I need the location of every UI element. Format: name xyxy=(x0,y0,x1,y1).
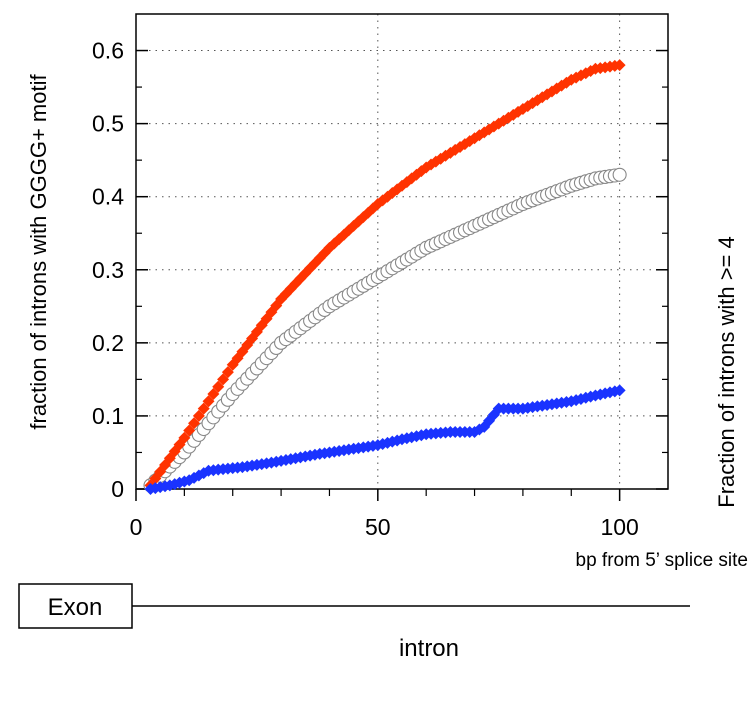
y-tick-label: 0.5 xyxy=(92,111,124,137)
y-axis-title: fraction of introns with GGGG+ motif xyxy=(26,74,51,430)
plot-frame xyxy=(135,13,669,490)
y-tick-labels: 0 0.1 0.2 0.3 0.4 0.5 0.6 xyxy=(92,38,124,502)
right-axis-title: Fraction of introns with >= 4 xyxy=(714,236,739,507)
data-point xyxy=(221,366,234,379)
data-point xyxy=(217,373,230,386)
y-tick-label: 0.6 xyxy=(92,38,124,64)
x-tick-label: 100 xyxy=(600,514,638,540)
series-2 xyxy=(144,384,626,495)
y-tick-label: 0.4 xyxy=(92,184,124,210)
data-point xyxy=(207,388,220,400)
series-1 xyxy=(143,167,627,493)
series-layer xyxy=(143,59,627,495)
exon-box xyxy=(18,583,133,629)
exon-label: Exon xyxy=(48,594,103,621)
data-point xyxy=(613,384,626,397)
data-point xyxy=(202,395,215,408)
y-tick-label: 0.3 xyxy=(92,257,124,283)
series-0 xyxy=(144,59,626,492)
data-point xyxy=(178,431,191,444)
y-tick-label: 0.1 xyxy=(92,403,124,429)
axis-ticks xyxy=(135,49,668,501)
x-axis-title: bp from 5’ splice site xyxy=(576,550,748,571)
x-tick-labels: 0 50 100 xyxy=(130,514,639,540)
y-tick-label: 0 xyxy=(111,476,124,502)
data-point xyxy=(613,59,626,72)
data-point xyxy=(612,167,627,182)
grid-lines xyxy=(136,14,668,489)
intron-label: intron xyxy=(399,635,459,662)
data-point xyxy=(212,380,225,393)
data-point xyxy=(502,111,515,124)
y-tick-label: 0.2 xyxy=(92,330,124,356)
x-tick-label: 50 xyxy=(365,514,391,540)
data-point xyxy=(197,402,210,415)
x-tick-label: 0 xyxy=(130,514,143,540)
data-point xyxy=(183,424,196,437)
data-point xyxy=(313,252,326,265)
data-point xyxy=(192,409,205,422)
data-point xyxy=(188,417,201,430)
